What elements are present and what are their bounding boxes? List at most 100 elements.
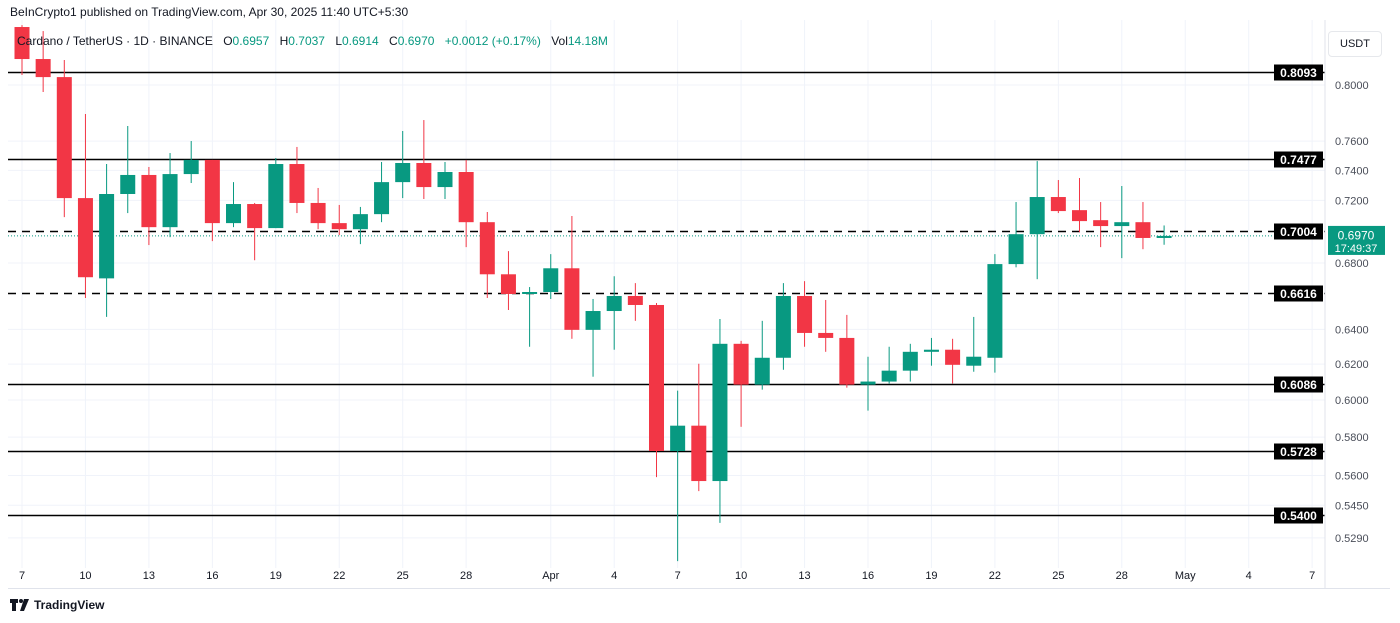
time-tick-label: 19 [925, 570, 937, 582]
candle-body-up [1029, 197, 1045, 235]
price-axis: 0.8000 0.7600 0.7400 0.7200 0.6800 0.6400 0.62… [1335, 80, 1369, 545]
time-tick-label: 7 [675, 570, 681, 582]
candles [14, 25, 1172, 562]
level-label-box [1274, 64, 1323, 81]
symbol-title[interactable]: Cardano / TetherUS · 1D · BINANCE [17, 34, 213, 48]
candle-body-up [712, 343, 728, 482]
time-tick-label: 13 [798, 570, 810, 582]
tradingview-logo-icon [10, 599, 29, 611]
price-tick-label: 0.7400 [1335, 165, 1369, 177]
tradingview-logo[interactable]: TradingView [10, 598, 104, 612]
time-tick-label: 28 [460, 570, 472, 582]
time-tick-label: 7 [1309, 570, 1315, 582]
level-labels: 0.8093 0.7477 0.7004 0.6616 0.6086 0.5728 0.54… [1274, 64, 1323, 524]
level-label: 0.7004 [1280, 225, 1317, 239]
time-tick-label: 16 [862, 570, 874, 582]
candle-body-down [818, 332, 834, 338]
candle-body-up [987, 264, 1003, 358]
level-label-box [1274, 285, 1323, 302]
price-tick-label: 0.5290 [1335, 533, 1369, 545]
candle-body-down [289, 164, 305, 203]
candle-body-down [416, 162, 432, 188]
close-value: 0.6970 [397, 34, 435, 48]
candle-body-up [670, 425, 686, 452]
candle-body-down [141, 174, 157, 228]
currency-button[interactable]: USDT [1328, 31, 1382, 57]
high-label: H [279, 34, 289, 48]
level-label-box [1274, 443, 1323, 460]
level-label-box [1274, 223, 1323, 240]
time-tick-label: 4 [611, 570, 617, 582]
time-axis: 7 10 13 16 19 22 25 28 Apr 4 7 10 13 16 19 22 25 28 May 4 7 [19, 570, 1315, 582]
price-tick-label: 0.5800 [1335, 432, 1369, 444]
publication-info: BeInCrypto1 published on TradingView.com… [10, 5, 409, 19]
candle-body-down [35, 59, 51, 78]
time-tick-label: 22 [989, 570, 1001, 582]
low-value: 0.6914 [342, 34, 379, 48]
time-tick-label: 10 [79, 570, 91, 582]
price-tick-label: 0.6800 [1335, 258, 1369, 270]
price-tick-label: 0.5450 [1335, 500, 1369, 512]
time-tick-label: 7 [19, 570, 25, 582]
candle-body-up [881, 370, 897, 382]
level-label-box [1274, 376, 1323, 393]
volume-value: 14.18M [567, 34, 608, 48]
candle-body-up [902, 351, 918, 371]
candle-body-down [204, 159, 220, 224]
time-tick-label: 22 [333, 570, 345, 582]
change-value: +0.0012 (+0.17%) [444, 34, 541, 48]
last-price-label: 0.6970 [1338, 228, 1375, 242]
low-label: L [335, 34, 342, 48]
time-tick-label: 28 [1116, 570, 1128, 582]
candle-body-down [627, 295, 643, 305]
candle-body-down [564, 268, 580, 330]
time-tick-label: 25 [397, 570, 409, 582]
time-tick-label: 25 [1052, 570, 1064, 582]
candle-body-up [99, 194, 115, 279]
candle-body-down [479, 222, 495, 275]
candle-body-up [352, 214, 368, 230]
price-tick-label: 0.6400 [1335, 324, 1369, 336]
candle-body-down [247, 204, 263, 229]
candle-body-down [945, 349, 961, 365]
candle-body-down [649, 304, 664, 452]
time-tick-label: 19 [270, 570, 282, 582]
close-label: C [389, 34, 398, 48]
open-value: 0.6957 [232, 34, 270, 48]
price-tick-label: 0.6200 [1335, 359, 1369, 371]
level-label: 0.6086 [1280, 378, 1317, 392]
candle-body-up [923, 349, 939, 352]
price-tick-label: 0.6000 [1335, 395, 1369, 407]
candle-body-up [775, 295, 791, 358]
symbol-legend: Cardano / TetherUS · 1D · BINANCE O0.695… [17, 34, 608, 48]
candle-body-up [1008, 234, 1024, 265]
volume-label: Vol [551, 34, 568, 48]
candle-body-up [585, 311, 601, 330]
time-tick-label: 16 [206, 570, 218, 582]
candle-body-up [522, 292, 538, 294]
price-chart[interactable]: 0.8000 0.7600 0.7400 0.7200 0.6800 0.6400 0.62… [0, 0, 1400, 590]
candle-body-down [1093, 220, 1109, 227]
price-tick-label: 0.7600 [1335, 136, 1369, 148]
bar-countdown: 17:49:37 [1335, 243, 1378, 255]
candle-body-up [183, 159, 199, 175]
candle-body-down [1072, 210, 1087, 222]
candle-body-down [310, 202, 326, 224]
candle-body-down [14, 27, 30, 60]
candle-body-down [458, 171, 474, 223]
time-tick-label: May [1175, 570, 1196, 582]
price-tick-label: 0.8000 [1335, 80, 1369, 92]
open-label: O [223, 34, 233, 48]
level-label-box [1274, 151, 1323, 168]
candle-body-down [1050, 197, 1066, 212]
level-label: 0.5728 [1280, 445, 1317, 459]
level-label: 0.5400 [1280, 509, 1317, 523]
price-tick-label: 0.7200 [1335, 195, 1369, 207]
level-label: 0.6616 [1280, 287, 1317, 301]
candle-body-down [1135, 222, 1151, 238]
candle-body-up [860, 381, 876, 385]
footer-divider [8, 588, 1390, 589]
candle-body-down [331, 223, 347, 230]
level-label: 0.8093 [1280, 66, 1317, 80]
candle-body-down [733, 343, 749, 385]
